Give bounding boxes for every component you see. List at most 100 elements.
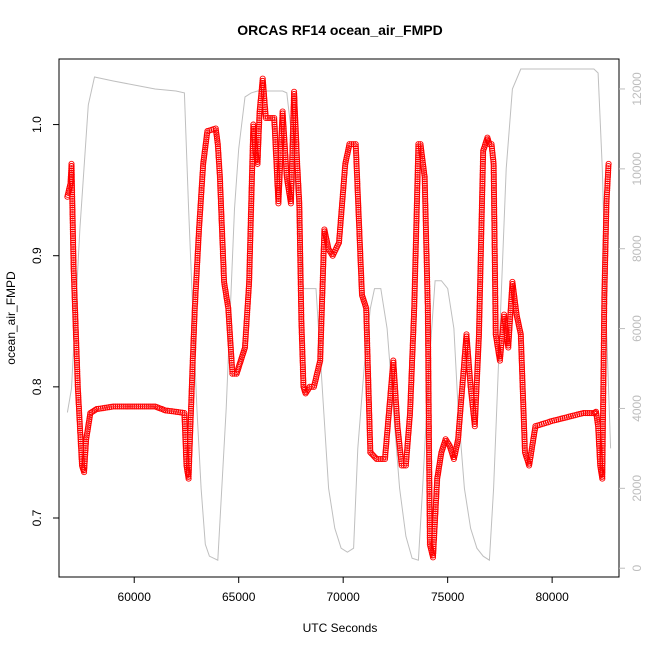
data-point-1680 [424,318,431,325]
data-point-1207 [352,147,360,154]
data-point-2172 [492,311,499,318]
data-point-136 [76,423,83,430]
data-point-1969 [473,394,480,401]
data-point-1874 [456,418,463,425]
data-point-1647 [423,246,430,253]
data-point-1339 [366,434,373,441]
data-point-1659 [423,272,431,279]
data-point-1824 [434,477,441,484]
data-point-2556 [603,198,610,205]
data-point-1632 [422,213,429,220]
data-point-1546 [412,252,419,259]
data-point-302 [188,392,195,399]
data-point-520 [226,322,233,329]
data-point-451 [216,173,223,181]
data-point-213 [141,403,148,410]
y-tick-label-0: 0.7 [30,509,44,526]
data-point-2462 [600,403,607,410]
data-point-483 [219,243,226,251]
data-point-370 [195,243,202,251]
data-point-942 [293,145,300,152]
data-point-2263 [509,282,517,290]
data-point-948 [294,158,301,165]
data-point-38 [69,208,76,216]
data-point-1540 [412,265,419,272]
data-point-392 [197,195,205,202]
data-point-1092 [318,318,325,325]
data-point-406 [199,165,206,172]
data-point-1888 [458,388,465,395]
data-point-2246 [507,311,514,318]
data-point-2487 [600,348,607,355]
data-point-1670 [424,296,431,303]
data-point-1739 [426,447,433,454]
data-point-2170 [492,307,499,314]
data-point-1426 [393,414,401,421]
data-point-139 [77,429,84,436]
data-point-1891 [459,381,466,388]
data-point-1744 [426,458,433,465]
data-point-925 [291,108,298,115]
plot-frame [58,58,620,578]
data-point-986 [296,241,304,248]
data-point-281 [186,438,193,445]
data-point-2470 [600,385,607,393]
data-point-987 [297,243,304,251]
data-point-29 [69,189,76,196]
data-point-475 [218,226,226,233]
data-point-869 [288,191,295,198]
data-point-2201 [498,342,505,349]
data-point-2007 [476,311,483,318]
data-point-979 [296,226,303,233]
data-point-336 [191,318,198,325]
data-point-1548 [412,248,419,255]
data-point-2566 [604,176,611,183]
data-point-319 [189,355,196,362]
data-point-1528 [411,292,418,299]
data-point-837 [281,141,288,148]
data-point-966 [296,198,303,205]
data-point-59 [70,254,77,261]
data-point-2117 [490,191,498,198]
data-point-1533 [411,281,418,288]
data-point-1310 [365,370,372,377]
data-point-2160 [492,285,499,292]
data-point-524 [226,331,233,338]
data-point-74 [71,287,78,294]
data-point-1810 [432,508,439,515]
data-point-2012 [476,300,483,307]
data-point-743 [271,119,278,126]
data-point-132 [76,414,83,421]
data-point-699 [256,119,263,126]
data-point-342 [191,305,198,312]
data-point-1514 [410,322,417,329]
data-point-2315 [519,392,527,399]
data-point-1621 [421,189,429,196]
data-point-2221 [502,323,509,331]
data-point-2000 [476,326,483,334]
data-point-1537 [412,272,419,279]
data-point-1284 [363,313,370,320]
data-point-36 [69,204,76,211]
data-point-1727 [425,420,432,428]
data-point-1351 [373,455,380,463]
data-point-579 [244,300,251,307]
data-point-1602 [418,149,425,156]
data-point-1336 [366,427,373,434]
data-point-2153 [491,270,499,277]
data-point-2294 [518,346,525,353]
data-point-2070 [479,173,486,181]
data-point-1301 [364,351,371,358]
data-point-2053 [478,211,485,218]
data-point-745 [271,123,278,130]
data-point-1598 [417,141,424,148]
data-point-1669 [424,294,431,301]
data-point-1765 [426,504,433,511]
point-layer [64,75,612,561]
data-point-39 [69,211,76,218]
data-point-2289 [517,335,524,342]
data-point-1011 [297,296,305,303]
data-point-2135 [491,230,498,237]
data-point-362 [194,261,201,268]
data-point-1700 [425,361,432,369]
